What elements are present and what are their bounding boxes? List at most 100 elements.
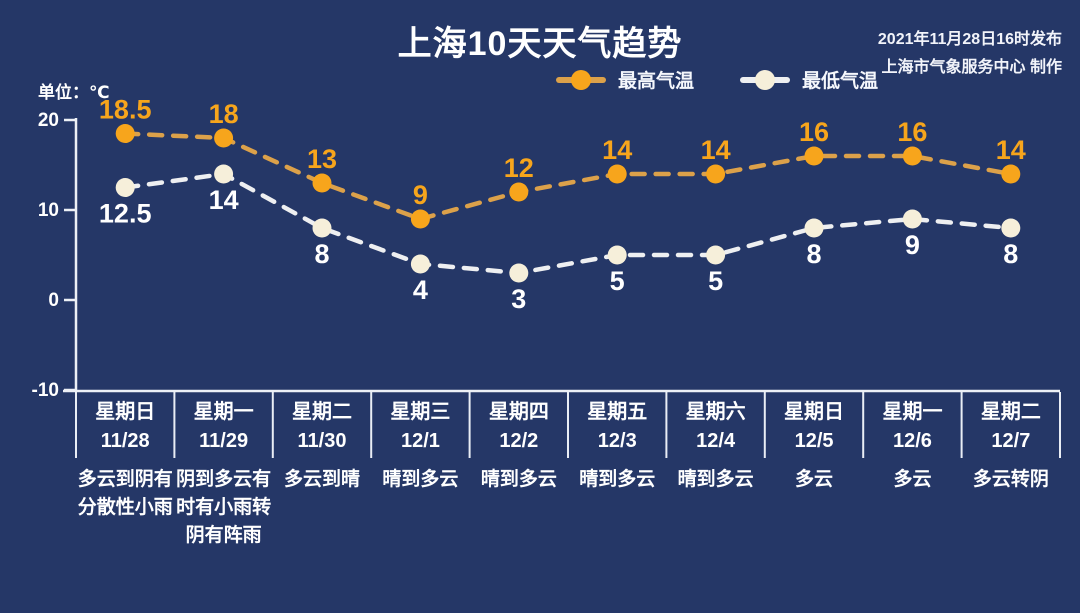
high-temp-point xyxy=(607,164,627,184)
weather-text-line: 多云转阴 xyxy=(972,469,1049,490)
legend-label: 最高气温 xyxy=(618,71,695,92)
low-temp-value-label: 5 xyxy=(708,266,723,296)
day-cell: 星期日 11/28 xyxy=(76,393,174,458)
weather-cell: 多云 xyxy=(863,466,961,494)
high-temp-value-label: 18 xyxy=(209,99,239,129)
date-label: 11/30 xyxy=(297,430,347,452)
high-temp-point xyxy=(115,124,135,143)
date-label: 11/29 xyxy=(199,430,249,452)
weekday-label: 星期五 xyxy=(587,401,648,423)
weather-cell: 晴到多云 xyxy=(666,466,764,494)
legend-label: 最低气温 xyxy=(802,71,879,92)
low-temp-value-label: 9 xyxy=(905,230,920,260)
unit-label: 单位：℃ xyxy=(38,83,110,102)
low-temp-value-label: 8 xyxy=(806,239,821,269)
weekday-label: 星期二 xyxy=(292,401,353,423)
publisher-info: 2021年11月28日16时发布 上海市气象服务中心 制作 xyxy=(878,26,1062,82)
day-cell: 星期二 12/7 xyxy=(962,393,1060,458)
low-temp-value-label: 8 xyxy=(314,239,329,269)
legend-item-high: 最高气温 xyxy=(556,66,694,93)
y-tick-label: 10 xyxy=(38,200,59,221)
high-temp-value-label: 14 xyxy=(996,135,1026,165)
low-temp-value-label: 3 xyxy=(511,284,526,314)
weekday-label: 星期三 xyxy=(390,401,451,423)
low-temp-value-label: 5 xyxy=(610,266,625,296)
weather-text-line: 多云到晴 xyxy=(284,469,361,490)
publish-author: 上海市气象服务中心 制作 xyxy=(881,59,1062,76)
date-label: 12/3 xyxy=(597,430,637,452)
day-cell: 星期二 11/30 xyxy=(273,393,371,458)
legend-dot xyxy=(571,69,591,90)
y-tick-label: -10 xyxy=(32,380,59,401)
weekday-label: 星期日 xyxy=(95,401,156,423)
page-title: 上海10天天气趋势 xyxy=(397,25,683,63)
weather-text-line: 分散性小雨 xyxy=(77,497,173,518)
day-cell: 星期日 12/5 xyxy=(765,393,863,458)
day-cell: 星期三 12/1 xyxy=(371,393,469,458)
weather-cell: 晴到多云 xyxy=(568,466,666,494)
high-temp-value-label: 14 xyxy=(602,135,632,165)
weather-text-line: 晴到多云 xyxy=(677,469,754,490)
high-temp-value-label: 9 xyxy=(413,180,428,210)
high-temp-point xyxy=(706,164,726,184)
day-cell: 星期一 12/6 xyxy=(863,393,961,458)
weather-text-line: 晴到多云 xyxy=(382,469,459,490)
low-temp-point xyxy=(1001,218,1021,238)
low-temp-value-label: 4 xyxy=(413,275,428,305)
date-label: 11/28 xyxy=(100,430,150,452)
low-temp-point xyxy=(607,245,627,265)
high-temp-value-label: 12 xyxy=(504,153,534,183)
weather-cell: 多云到阴有 分散性小雨 xyxy=(76,466,174,522)
weekday-label: 星期六 xyxy=(685,401,746,423)
publish-time: 2021年11月28日16时发布 xyxy=(877,31,1062,48)
weather-text-line: 阴到多云有 xyxy=(176,469,272,490)
high-temp-value-label: 16 xyxy=(897,117,927,147)
weather-description-row: 多云到阴有 分散性小雨 阴到多云有 时有小雨转 阴有阵雨 多云到晴 晴到多云 晴到多云 晴到多云… xyxy=(76,466,1060,550)
low-temp-point xyxy=(902,209,922,229)
day-date-table: 星期日 11/28 星期一 11/29 星期二 11/30 星期三 12/1 星期四 12/2 星期… xyxy=(76,393,1060,458)
high-temp-point xyxy=(804,146,824,166)
low-temp-value-label: 12.5 xyxy=(99,199,152,229)
day-cell: 星期一 11/29 xyxy=(174,393,272,458)
day-cell: 星期四 12/2 xyxy=(470,393,568,458)
weather-cell: 晴到多云 xyxy=(371,466,469,494)
date-label: 12/4 xyxy=(696,430,736,452)
low-temp-point xyxy=(312,218,332,238)
weather-text-line: 多云 xyxy=(795,469,834,490)
low-temp-value-label: 14 xyxy=(209,185,239,215)
low-temp-line xyxy=(122,171,1014,276)
high-temp-point xyxy=(312,173,332,193)
low-temp-point xyxy=(214,164,234,184)
weather-text-line: 多云 xyxy=(893,469,932,490)
date-label: 12/5 xyxy=(794,430,834,452)
weekday-label: 星期一 xyxy=(882,401,943,423)
y-tick-label: 0 xyxy=(48,290,59,311)
weather-text-line: 阴有阵雨 xyxy=(185,525,262,546)
weather-cell: 阴到多云有 时有小雨转 阴有阵雨 xyxy=(174,466,272,550)
high-temp-value-label: 13 xyxy=(307,144,337,174)
high-temp-point xyxy=(214,128,234,148)
weather-cell: 多云转阴 xyxy=(962,466,1060,494)
weekday-label: 星期一 xyxy=(193,401,254,423)
weekday-label: 星期二 xyxy=(980,401,1041,423)
low-temp-point xyxy=(706,245,726,265)
low-temp-point xyxy=(804,218,824,238)
date-label: 12/7 xyxy=(991,430,1031,452)
low-temp-value-label: 8 xyxy=(1003,239,1018,269)
high-temp-value-label: 18.5 xyxy=(99,95,152,125)
high-temp-value-label: 16 xyxy=(799,117,829,147)
weekday-label: 星期日 xyxy=(784,401,845,423)
y-tick-label: 20 xyxy=(38,110,59,131)
date-label: 12/1 xyxy=(400,430,440,452)
high-temp-point xyxy=(902,146,922,166)
high-temp-point xyxy=(1001,164,1021,184)
high-temp-point xyxy=(509,182,529,202)
day-cell: 星期六 12/4 xyxy=(666,393,764,458)
weather-cell: 多云到晴 xyxy=(273,466,371,494)
legend-dot xyxy=(755,69,776,90)
chart-legend: 最高气温 最低气温 xyxy=(556,66,878,93)
weather-cell: 晴到多云 xyxy=(470,466,568,494)
low-temp-point xyxy=(509,263,529,283)
low-temp-point xyxy=(115,178,135,197)
